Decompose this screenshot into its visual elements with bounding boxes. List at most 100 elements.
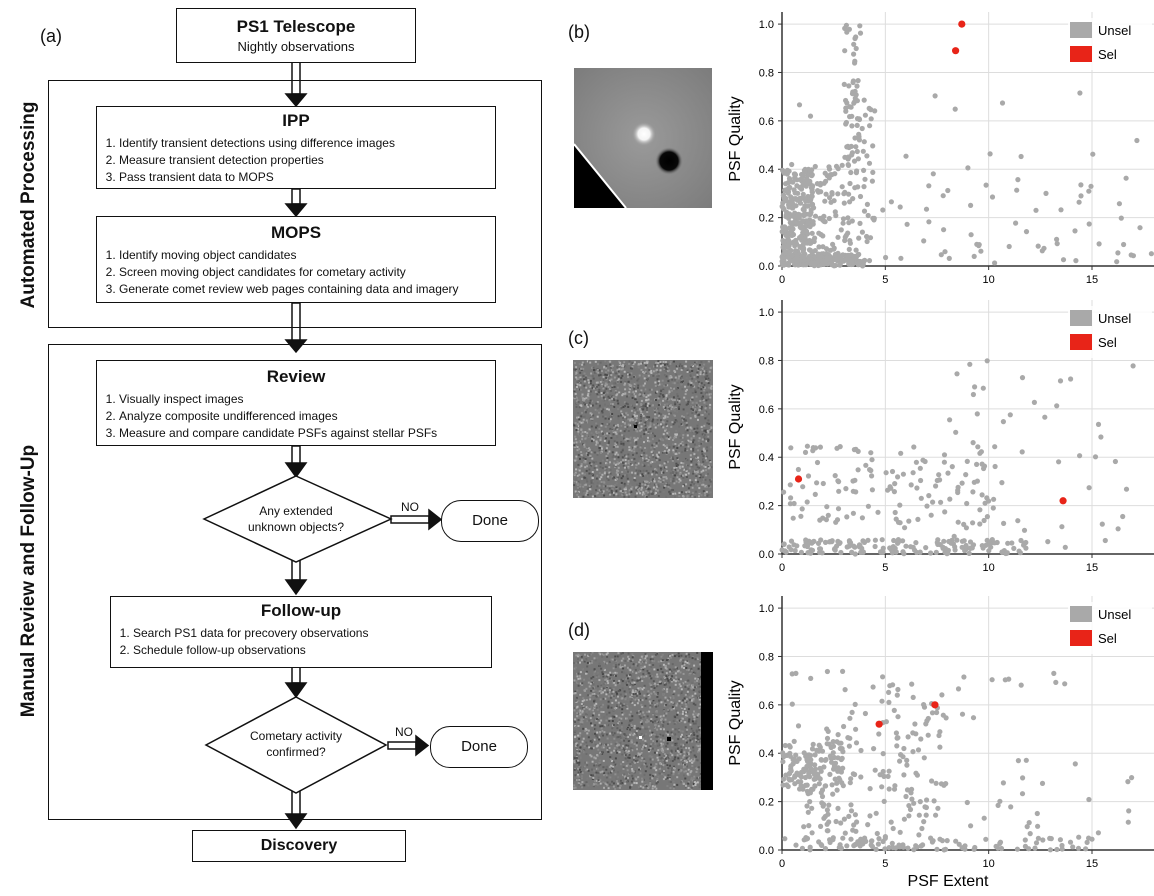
point-unsel: [793, 752, 799, 758]
x-tick-label: 15: [1086, 274, 1098, 286]
point-unsel: [814, 747, 820, 753]
point-unsel: [902, 525, 908, 531]
point-unsel: [1022, 837, 1028, 843]
point-unsel: [981, 463, 988, 469]
point-unsel: [983, 836, 989, 842]
point-unsel: [1001, 520, 1007, 527]
point-unsel: [804, 180, 811, 186]
y-tick-label: 1.0: [759, 19, 774, 31]
point-unsel: [845, 215, 851, 221]
point-unsel: [824, 735, 831, 742]
point-unsel: [853, 740, 860, 746]
point-unsel: [821, 764, 827, 770]
point-unsel: [846, 220, 852, 226]
point-unsel: [807, 113, 814, 119]
point-unsel: [797, 224, 803, 230]
point-unsel: [830, 791, 836, 797]
point-unsel: [1059, 524, 1065, 530]
point-unsel: [900, 471, 906, 477]
point-unsel: [967, 545, 974, 551]
point-unsel: [889, 468, 896, 475]
point-unsel: [819, 842, 825, 849]
point-unsel: [792, 175, 798, 181]
point-unsel: [978, 449, 984, 455]
point-unsel: [872, 543, 878, 550]
point-unsel: [904, 757, 910, 764]
point-unsel: [784, 233, 790, 239]
point-unsel: [935, 541, 941, 548]
point-unsel: [909, 681, 915, 687]
point-unsel: [921, 238, 927, 244]
point-unsel: [883, 470, 889, 476]
point-unsel: [865, 503, 871, 509]
point-unsel: [913, 731, 919, 737]
point-unsel: [894, 692, 900, 698]
point-unsel: [826, 175, 832, 181]
point-unsel: [846, 191, 852, 197]
point-unsel: [903, 543, 909, 549]
point-unsel: [904, 762, 910, 768]
scatter-plot-d: 0.0 0.2 0.4 0.6 0.8 1.0 0 5 10 15 PSF Quality PSF E…: [727, 596, 1154, 890]
point-unsel: [806, 823, 812, 829]
point-unsel: [971, 253, 977, 259]
point-unsel: [918, 736, 924, 742]
point-unsel: [819, 550, 825, 556]
point-unsel: [815, 252, 821, 258]
point-unsel: [810, 769, 816, 775]
point-unsel: [977, 521, 983, 527]
point-unsel: [841, 723, 847, 730]
point-unsel: [800, 484, 806, 490]
point-unsel: [1016, 548, 1022, 554]
point-unsel: [890, 825, 896, 832]
discovery-box: Discovery: [192, 830, 406, 862]
point-unsel: [894, 743, 900, 749]
point-unsel: [817, 765, 823, 772]
point-unsel: [835, 805, 841, 812]
x-tick-label: 15: [1086, 858, 1098, 870]
point-unsel: [792, 548, 798, 554]
point-unsel: [853, 247, 859, 253]
point-unsel: [848, 802, 854, 808]
point-unsel: [974, 241, 980, 247]
point-unsel: [970, 391, 976, 398]
point-unsel: [873, 846, 879, 853]
point-unsel: [871, 215, 877, 221]
point-unsel: [981, 815, 987, 821]
list-item: Pass transient data to MOPS: [119, 169, 495, 186]
point-unsel: [987, 540, 993, 547]
point-unsel: [825, 512, 831, 518]
point-unsel: [809, 540, 815, 546]
point-unsel: [921, 755, 927, 761]
x-tick-label: 0: [779, 858, 785, 870]
point-unsel: [991, 496, 997, 502]
point-unsel: [940, 193, 946, 199]
point-unsel: [1130, 253, 1136, 259]
point-unsel: [820, 803, 826, 809]
point-unsel: [794, 183, 800, 189]
point-unsel: [856, 131, 862, 137]
point-unsel: [791, 738, 797, 745]
x-tick-label: 0: [779, 274, 785, 286]
point-unsel: [924, 797, 930, 803]
point-unsel: [863, 462, 869, 468]
point-unsel: [846, 83, 852, 89]
point-unsel: [1073, 258, 1079, 264]
y-tick-label: 0.6: [759, 700, 774, 712]
point-unsel: [1067, 839, 1074, 845]
point-unsel: [913, 459, 919, 465]
point-unsel: [804, 231, 811, 237]
point-unsel: [929, 778, 935, 784]
point-unsel: [839, 184, 845, 190]
followup-box: Follow-up Search PS1 data for precovery …: [110, 596, 492, 668]
point-unsel: [800, 218, 806, 224]
decision1-line2: unknown objects?: [247, 520, 345, 534]
decision2-text: Cometary activity confirmed?: [226, 728, 366, 760]
point-unsel: [830, 750, 836, 756]
point-unsel: [930, 171, 936, 177]
point-unsel: [868, 838, 875, 844]
point-unsel: [964, 799, 970, 806]
point-unsel: [783, 195, 789, 202]
point-unsel: [992, 260, 998, 266]
point-unsel: [880, 768, 886, 775]
point-unsel: [968, 823, 974, 829]
